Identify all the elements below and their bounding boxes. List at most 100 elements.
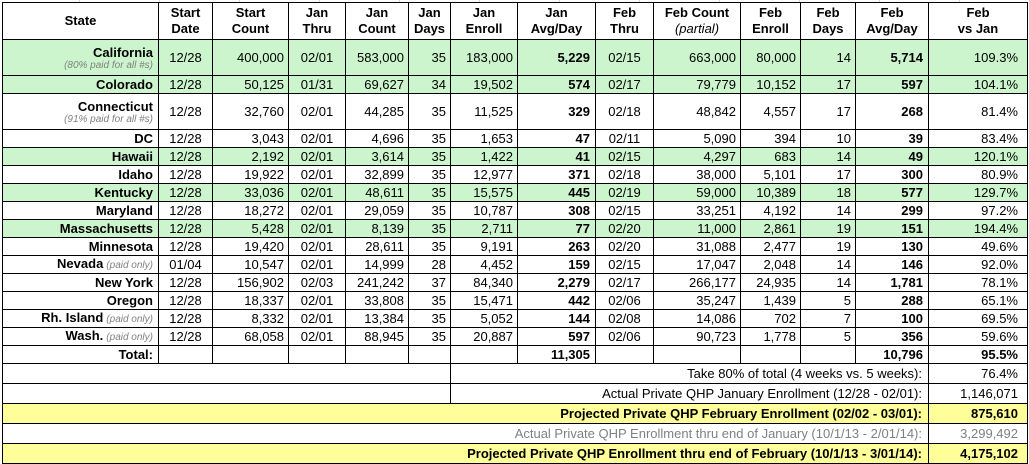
cell-start-date[interactable]: 01/04: [158, 255, 213, 274]
cell-feb-thru[interactable]: 02/18: [595, 93, 654, 130]
column-header-jan-thru[interactable]: Jan Thru: [288, 2, 346, 40]
cell-feb-enroll[interactable]: 1,778: [740, 327, 801, 346]
cell-feb-thru[interactable]: 02/15: [595, 255, 654, 274]
cell-jan-days[interactable]: 37: [408, 273, 451, 292]
cell-feb-vs-jan[interactable]: 65.1%: [928, 291, 1028, 310]
cell-jan-thru[interactable]: 02/03: [288, 273, 346, 292]
cell-feb-count[interactable]: 90,723: [653, 327, 741, 346]
cell-jan-count[interactable]: 32,899: [345, 165, 409, 184]
cell-start-date[interactable]: 12/28: [158, 93, 213, 130]
cell-start-date[interactable]: 12/28: [158, 183, 213, 202]
cell-feb-count[interactable]: 5,090: [653, 129, 741, 148]
cell-jan-avg-day[interactable]: 597: [517, 327, 596, 346]
cell-jan-thru[interactable]: 02/01: [288, 39, 346, 76]
state-cell[interactable]: Nevada (paid only): [2, 255, 159, 274]
cell-feb-thru[interactable]: 02/20: [595, 237, 654, 256]
cell-jan-thru[interactable]: 02/01: [288, 201, 346, 220]
cell-jan-enroll[interactable]: 15,575: [450, 183, 518, 202]
cell-start-date[interactable]: [158, 345, 213, 364]
cell-jan-count[interactable]: 44,285: [345, 93, 409, 130]
cell-jan-avg-day[interactable]: 144: [517, 309, 596, 328]
cell-feb-thru[interactable]: 02/08: [595, 309, 654, 328]
cell-feb-vs-jan[interactable]: 78.1%: [928, 273, 1028, 292]
cell-start-count[interactable]: 18,337: [212, 291, 289, 310]
cell-feb-count[interactable]: 17,047: [653, 255, 741, 274]
cell-feb-enroll[interactable]: 1,439: [740, 291, 801, 310]
cell-feb-count[interactable]: 79,779: [653, 75, 741, 94]
cell-start-count[interactable]: 19,420: [212, 237, 289, 256]
cell-start-count[interactable]: 3,043: [212, 129, 289, 148]
cell-feb-thru[interactable]: 02/06: [595, 327, 654, 346]
column-header-feb-enroll[interactable]: Feb Enroll: [740, 2, 801, 40]
cell-start-count[interactable]: 33,036: [212, 183, 289, 202]
cell-feb-thru[interactable]: 02/15: [595, 39, 654, 76]
summary-label[interactable]: Projected Private QHP Enrollment thru en…: [2, 443, 929, 464]
cell-start-count[interactable]: 8,332: [212, 309, 289, 328]
cell-jan-avg-day[interactable]: 77: [517, 219, 596, 238]
summary-label[interactable]: Actual Private QHP January Enrollment (1…: [450, 383, 929, 404]
cell-feb-vs-jan[interactable]: 69.5%: [928, 309, 1028, 328]
cell-feb-enroll[interactable]: 2,048: [740, 255, 801, 274]
state-cell[interactable]: DC: [2, 129, 159, 148]
cell-feb-days[interactable]: [800, 345, 856, 364]
cell-feb-count[interactable]: 11,000: [653, 219, 741, 238]
cell-jan-enroll[interactable]: 20,887: [450, 327, 518, 346]
cell-jan-avg-day[interactable]: 329: [517, 93, 596, 130]
cell-jan-days[interactable]: 35: [408, 327, 451, 346]
cell-feb-days[interactable]: 19: [800, 237, 856, 256]
cell-jan-thru[interactable]: 02/01: [288, 129, 346, 148]
cell-jan-thru[interactable]: 02/01: [288, 183, 346, 202]
cell-feb-vs-jan[interactable]: 129.7%: [928, 183, 1028, 202]
cell-jan-thru[interactable]: 01/31: [288, 75, 346, 94]
cell-jan-days[interactable]: 35: [408, 309, 451, 328]
summary-label[interactable]: Take 80% of total (4 weeks vs. 5 weeks):: [450, 363, 929, 384]
cell-jan-days[interactable]: 34: [408, 75, 451, 94]
cell-jan-days[interactable]: 35: [408, 165, 451, 184]
cell-jan-count[interactable]: 14,999: [345, 255, 409, 274]
cell-start-date[interactable]: 12/28: [158, 309, 213, 328]
cell-feb-vs-jan[interactable]: 109.3%: [928, 39, 1028, 76]
cell-start-date[interactable]: 12/28: [158, 165, 213, 184]
cell-feb-avg-day[interactable]: 288: [855, 291, 929, 310]
cell-jan-thru[interactable]: 02/01: [288, 291, 346, 310]
cell-feb-avg-day[interactable]: 100: [855, 309, 929, 328]
cell-jan-enroll[interactable]: 4,452: [450, 255, 518, 274]
cell-feb-days[interactable]: 14: [800, 273, 856, 292]
total-label-cell[interactable]: Total:: [2, 345, 159, 364]
cell-feb-vs-jan[interactable]: 80.9%: [928, 165, 1028, 184]
cell-jan-avg-day[interactable]: 2,279: [517, 273, 596, 292]
cell-start-count[interactable]: 156,902: [212, 273, 289, 292]
cell-start-count[interactable]: 18,272: [212, 201, 289, 220]
cell-jan-enroll[interactable]: 12,977: [450, 165, 518, 184]
cell-feb-days[interactable]: 18: [800, 183, 856, 202]
column-header-feb-count[interactable]: Feb Count (partial): [653, 2, 741, 40]
cell-feb-vs-jan[interactable]: 104.1%: [928, 75, 1028, 94]
cell-feb-avg-day[interactable]: 5,714: [855, 39, 929, 76]
cell-jan-avg-day[interactable]: 47: [517, 129, 596, 148]
cell-start-count[interactable]: [212, 345, 289, 364]
cell-jan-count[interactable]: 8,139: [345, 219, 409, 238]
cell-jan-count[interactable]: 69,627: [345, 75, 409, 94]
cell-jan-thru[interactable]: 02/01: [288, 237, 346, 256]
cell-jan-count[interactable]: 241,242: [345, 273, 409, 292]
cell-jan-enroll[interactable]: 11,525: [450, 93, 518, 130]
cell-jan-thru[interactable]: 02/01: [288, 165, 346, 184]
cell-start-count[interactable]: 19,922: [212, 165, 289, 184]
cell-feb-days[interactable]: 5: [800, 327, 856, 346]
column-header-start-date[interactable]: Start Date: [158, 2, 213, 40]
cell-start-date[interactable]: 12/28: [158, 327, 213, 346]
cell-start-date[interactable]: 12/28: [158, 129, 213, 148]
cell-jan-count[interactable]: 33,808: [345, 291, 409, 310]
cell-jan-enroll[interactable]: 15,471: [450, 291, 518, 310]
cell-jan-days[interactable]: 35: [408, 237, 451, 256]
cell-jan-enroll[interactable]: 183,000: [450, 39, 518, 76]
state-cell[interactable]: Wash. (paid only): [2, 327, 159, 346]
cell-feb-count[interactable]: 59,000: [653, 183, 741, 202]
state-cell[interactable]: Idaho: [2, 165, 159, 184]
cell-feb-count[interactable]: 48,842: [653, 93, 741, 130]
cell-jan-days[interactable]: 35: [408, 219, 451, 238]
summary-empty-cell[interactable]: [2, 363, 451, 384]
cell-jan-days[interactable]: 35: [408, 129, 451, 148]
cell-jan-count[interactable]: 29,059: [345, 201, 409, 220]
cell-feb-avg-day[interactable]: 49: [855, 147, 929, 166]
